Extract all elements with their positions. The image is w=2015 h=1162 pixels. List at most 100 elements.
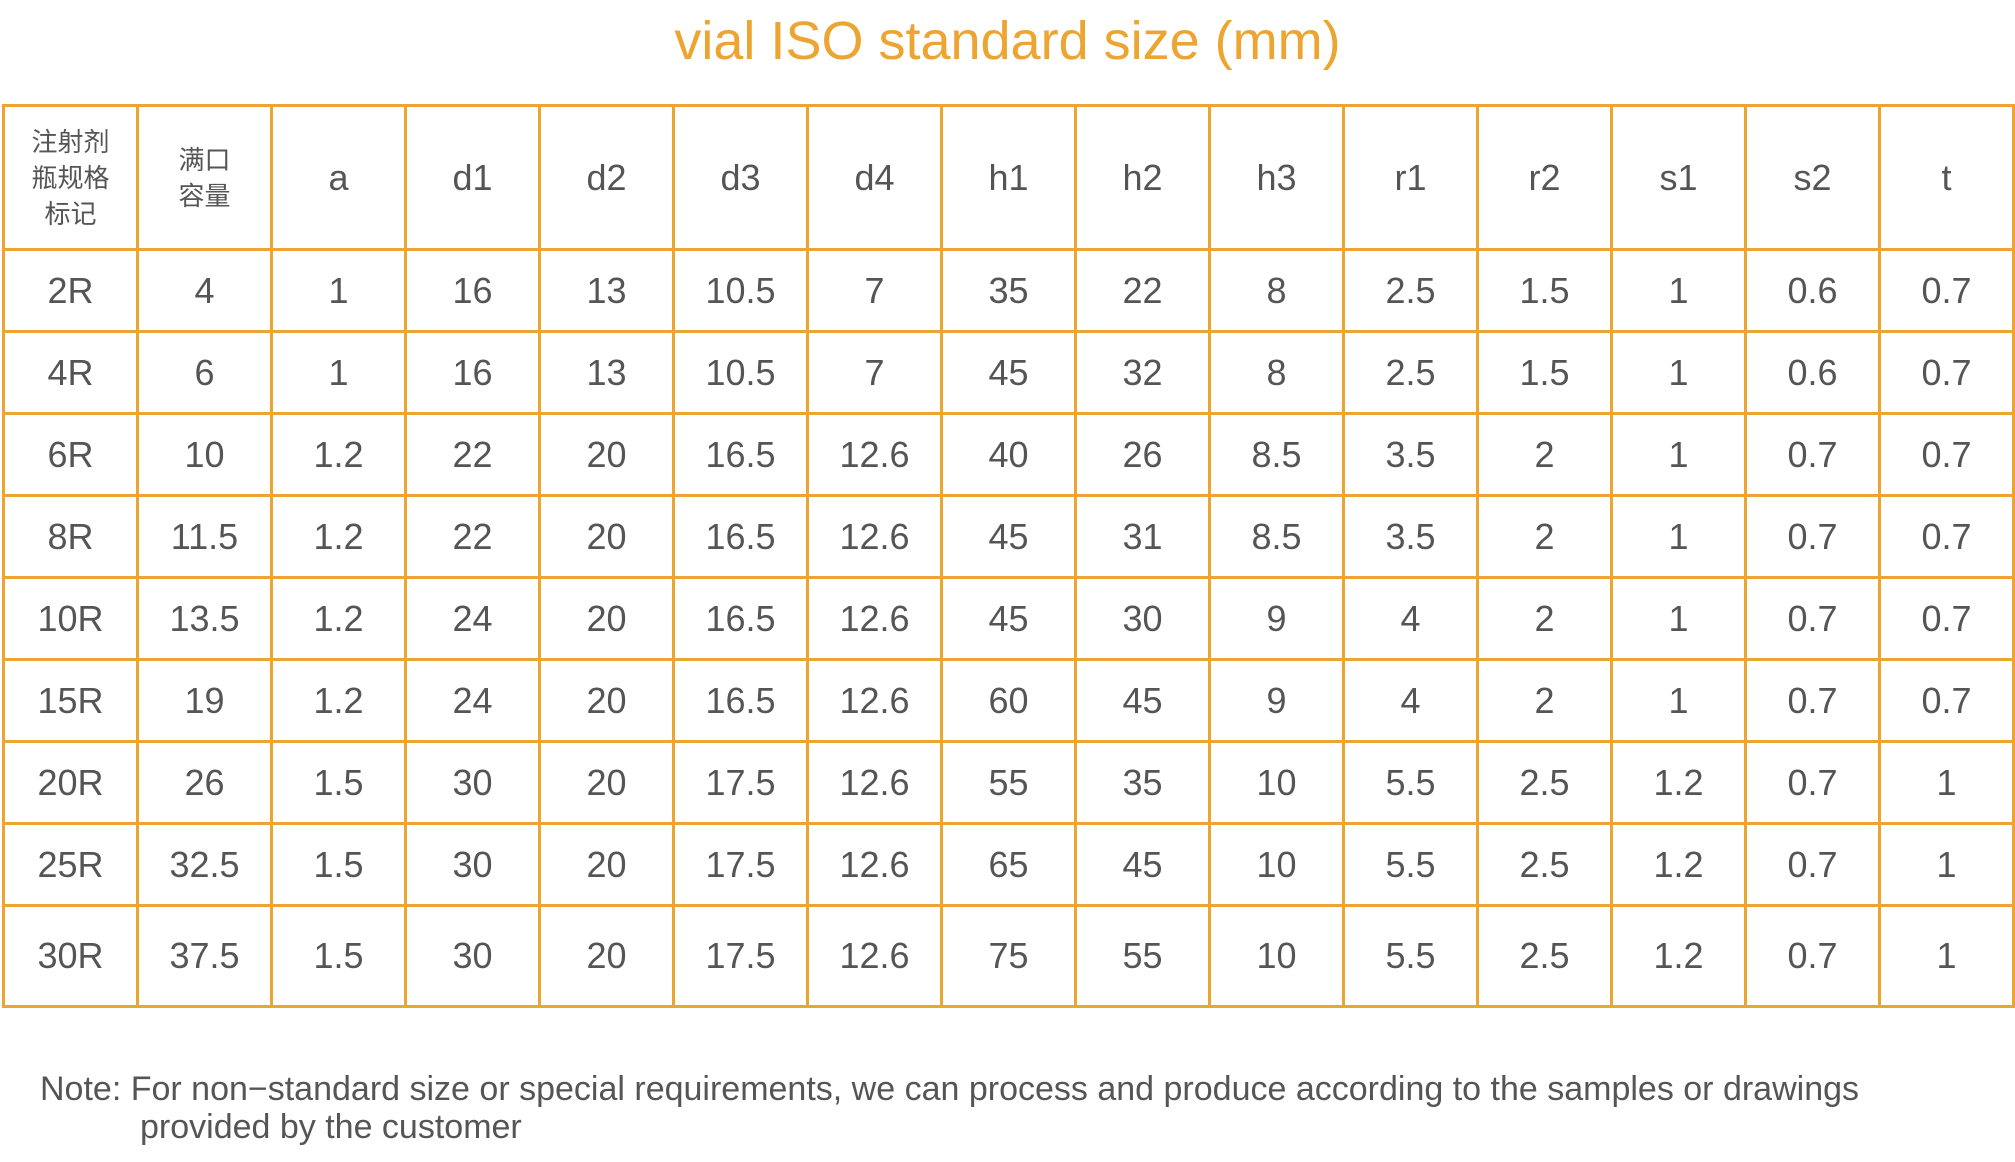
- table-cell: 35: [1074, 740, 1211, 825]
- table-cell: 0.7: [1744, 822, 1881, 907]
- table-cell: 24: [404, 576, 541, 661]
- table-cell: 1.2: [1610, 904, 1747, 1008]
- table-cell: 9: [1208, 576, 1345, 661]
- table-cell: 12.6: [806, 904, 943, 1008]
- header-t: t: [1878, 104, 2015, 251]
- table-cell: 55: [1074, 904, 1211, 1008]
- page-title: vial ISO standard size (mm): [674, 11, 1341, 71]
- table-cell: 0.6: [1744, 330, 1881, 415]
- header-s1: s1: [1610, 104, 1747, 251]
- header-h3: h3: [1208, 104, 1345, 251]
- table-cell: 6R: [2, 412, 139, 497]
- table-cell: 17.5: [672, 822, 809, 907]
- table-cell: 1.5: [270, 822, 407, 907]
- header-vial-spec-mark: 注射剂 瓶规格 标记: [2, 104, 139, 251]
- table-cell: 12.6: [806, 740, 943, 825]
- table-cell: 13: [538, 248, 675, 333]
- table-cell: 2.5: [1476, 740, 1613, 825]
- table-cell: 1.2: [1610, 740, 1747, 825]
- table-row: 20R 26 1.5 30 20 17.5 12.6 55 35 10 5.5 2.5 1.2 0.7 1: [2, 740, 2015, 825]
- table-cell: 37.5: [136, 904, 273, 1008]
- table-cell: 9: [1208, 658, 1345, 743]
- table-cell: 1: [1610, 412, 1747, 497]
- table-cell: 13: [538, 330, 675, 415]
- table-cell: 35: [940, 248, 1077, 333]
- vial-size-table: 注射剂 瓶规格 标记 满口 容量 a d1 d2 d3 d4 h1 h2 h3 …: [2, 104, 2015, 1008]
- table-cell: 1.2: [1610, 822, 1747, 907]
- table-cell: 16.5: [672, 494, 809, 579]
- table-cell: 17.5: [672, 904, 809, 1008]
- table-cell: 30: [404, 904, 541, 1008]
- table-cell: 65: [940, 822, 1077, 907]
- table-cell: 4: [1342, 658, 1479, 743]
- table-cell: 20R: [2, 740, 139, 825]
- table-cell: 12.6: [806, 576, 943, 661]
- header-d3: d3: [672, 104, 809, 251]
- table-cell: 1: [1878, 740, 2015, 825]
- table-cell: 8R: [2, 494, 139, 579]
- table-cell: 20: [538, 904, 675, 1008]
- table-cell: 10: [1208, 904, 1345, 1008]
- table-cell: 60: [940, 658, 1077, 743]
- table-cell: 0.6: [1744, 248, 1881, 333]
- footnote-line-2: provided by the customer: [140, 1108, 522, 1146]
- table-row: 4R 6 1 16 13 10.5 7 45 32 8 2.5 1.5 1 0.6 0.7: [2, 330, 2015, 415]
- table-header-row: 注射剂 瓶规格 标记 满口 容量 a d1 d2 d3 d4 h1 h2 h3 …: [2, 104, 2015, 251]
- table-cell: 10.5: [672, 330, 809, 415]
- table-row: 2R 4 1 16 13 10.5 7 35 22 8 2.5 1.5 1 0.6 0.7: [2, 248, 2015, 333]
- table-cell: 20: [538, 822, 675, 907]
- table-cell: 55: [940, 740, 1077, 825]
- table-cell: 2: [1476, 412, 1613, 497]
- table-cell: 30R: [2, 904, 139, 1008]
- table-cell: 1: [1610, 576, 1747, 661]
- table-cell: 2.5: [1342, 330, 1479, 415]
- table-cell: 7: [806, 330, 943, 415]
- header-d1: d1: [404, 104, 541, 251]
- table-cell: 2R: [2, 248, 139, 333]
- table-cell: 0.7: [1878, 248, 2015, 333]
- table-cell: 16.5: [672, 658, 809, 743]
- table-cell: 15R: [2, 658, 139, 743]
- table-cell: 17.5: [672, 740, 809, 825]
- table-cell: 45: [940, 494, 1077, 579]
- table-cell: 16: [404, 248, 541, 333]
- table-cell: 75: [940, 904, 1077, 1008]
- table-cell: 4R: [2, 330, 139, 415]
- table-cell: 45: [1074, 658, 1211, 743]
- header-r2: r2: [1476, 104, 1613, 251]
- table-cell: 0.7: [1878, 494, 2015, 579]
- table-cell: 2.5: [1342, 248, 1479, 333]
- table-cell: 1.2: [270, 412, 407, 497]
- header-d4: d4: [806, 104, 943, 251]
- header-h1: h1: [940, 104, 1077, 251]
- table-cell: 1.2: [270, 494, 407, 579]
- table-cell: 1: [1610, 658, 1747, 743]
- header-r1: r1: [1342, 104, 1479, 251]
- table-cell: 20: [538, 740, 675, 825]
- table-body: 2R 4 1 16 13 10.5 7 35 22 8 2.5 1.5 1 0.6 0.7 4R 6 1 16 13 1…: [2, 248, 2015, 1008]
- table-cell: 20: [538, 658, 675, 743]
- table-cell: 12.6: [806, 822, 943, 907]
- header-d2: d2: [538, 104, 675, 251]
- table-row: 30R 37.5 1.5 30 20 17.5 12.6 75 55 10 5.5 2.5 1.2 0.7…: [2, 904, 2015, 1008]
- table-cell: 1: [1610, 248, 1747, 333]
- table-row: 25R 32.5 1.5 30 20 17.5 12.6 65 45 10 5.5 2.5 1.2 0.7…: [2, 822, 2015, 907]
- table-cell: 19: [136, 658, 273, 743]
- table-cell: 2: [1476, 576, 1613, 661]
- table-cell: 1.5: [1476, 248, 1613, 333]
- table-cell: 1.5: [1476, 330, 1613, 415]
- table-cell: 1.2: [270, 576, 407, 661]
- table-cell: 26: [1074, 412, 1211, 497]
- footnote: Note: For non−standard size or special r…: [40, 1070, 1990, 1146]
- table-cell: 22: [404, 494, 541, 579]
- table-cell: 25R: [2, 822, 139, 907]
- table-cell: 1: [1878, 904, 2015, 1008]
- table-cell: 2: [1476, 658, 1613, 743]
- footnote-line-1: Note: For non−standard size or special r…: [40, 1070, 1860, 1108]
- table-cell: 22: [404, 412, 541, 497]
- table-cell: 0.7: [1878, 658, 2015, 743]
- table-cell: 40: [940, 412, 1077, 497]
- table-cell: 32: [1074, 330, 1211, 415]
- table-cell: 1.5: [270, 740, 407, 825]
- table-cell: 30: [404, 740, 541, 825]
